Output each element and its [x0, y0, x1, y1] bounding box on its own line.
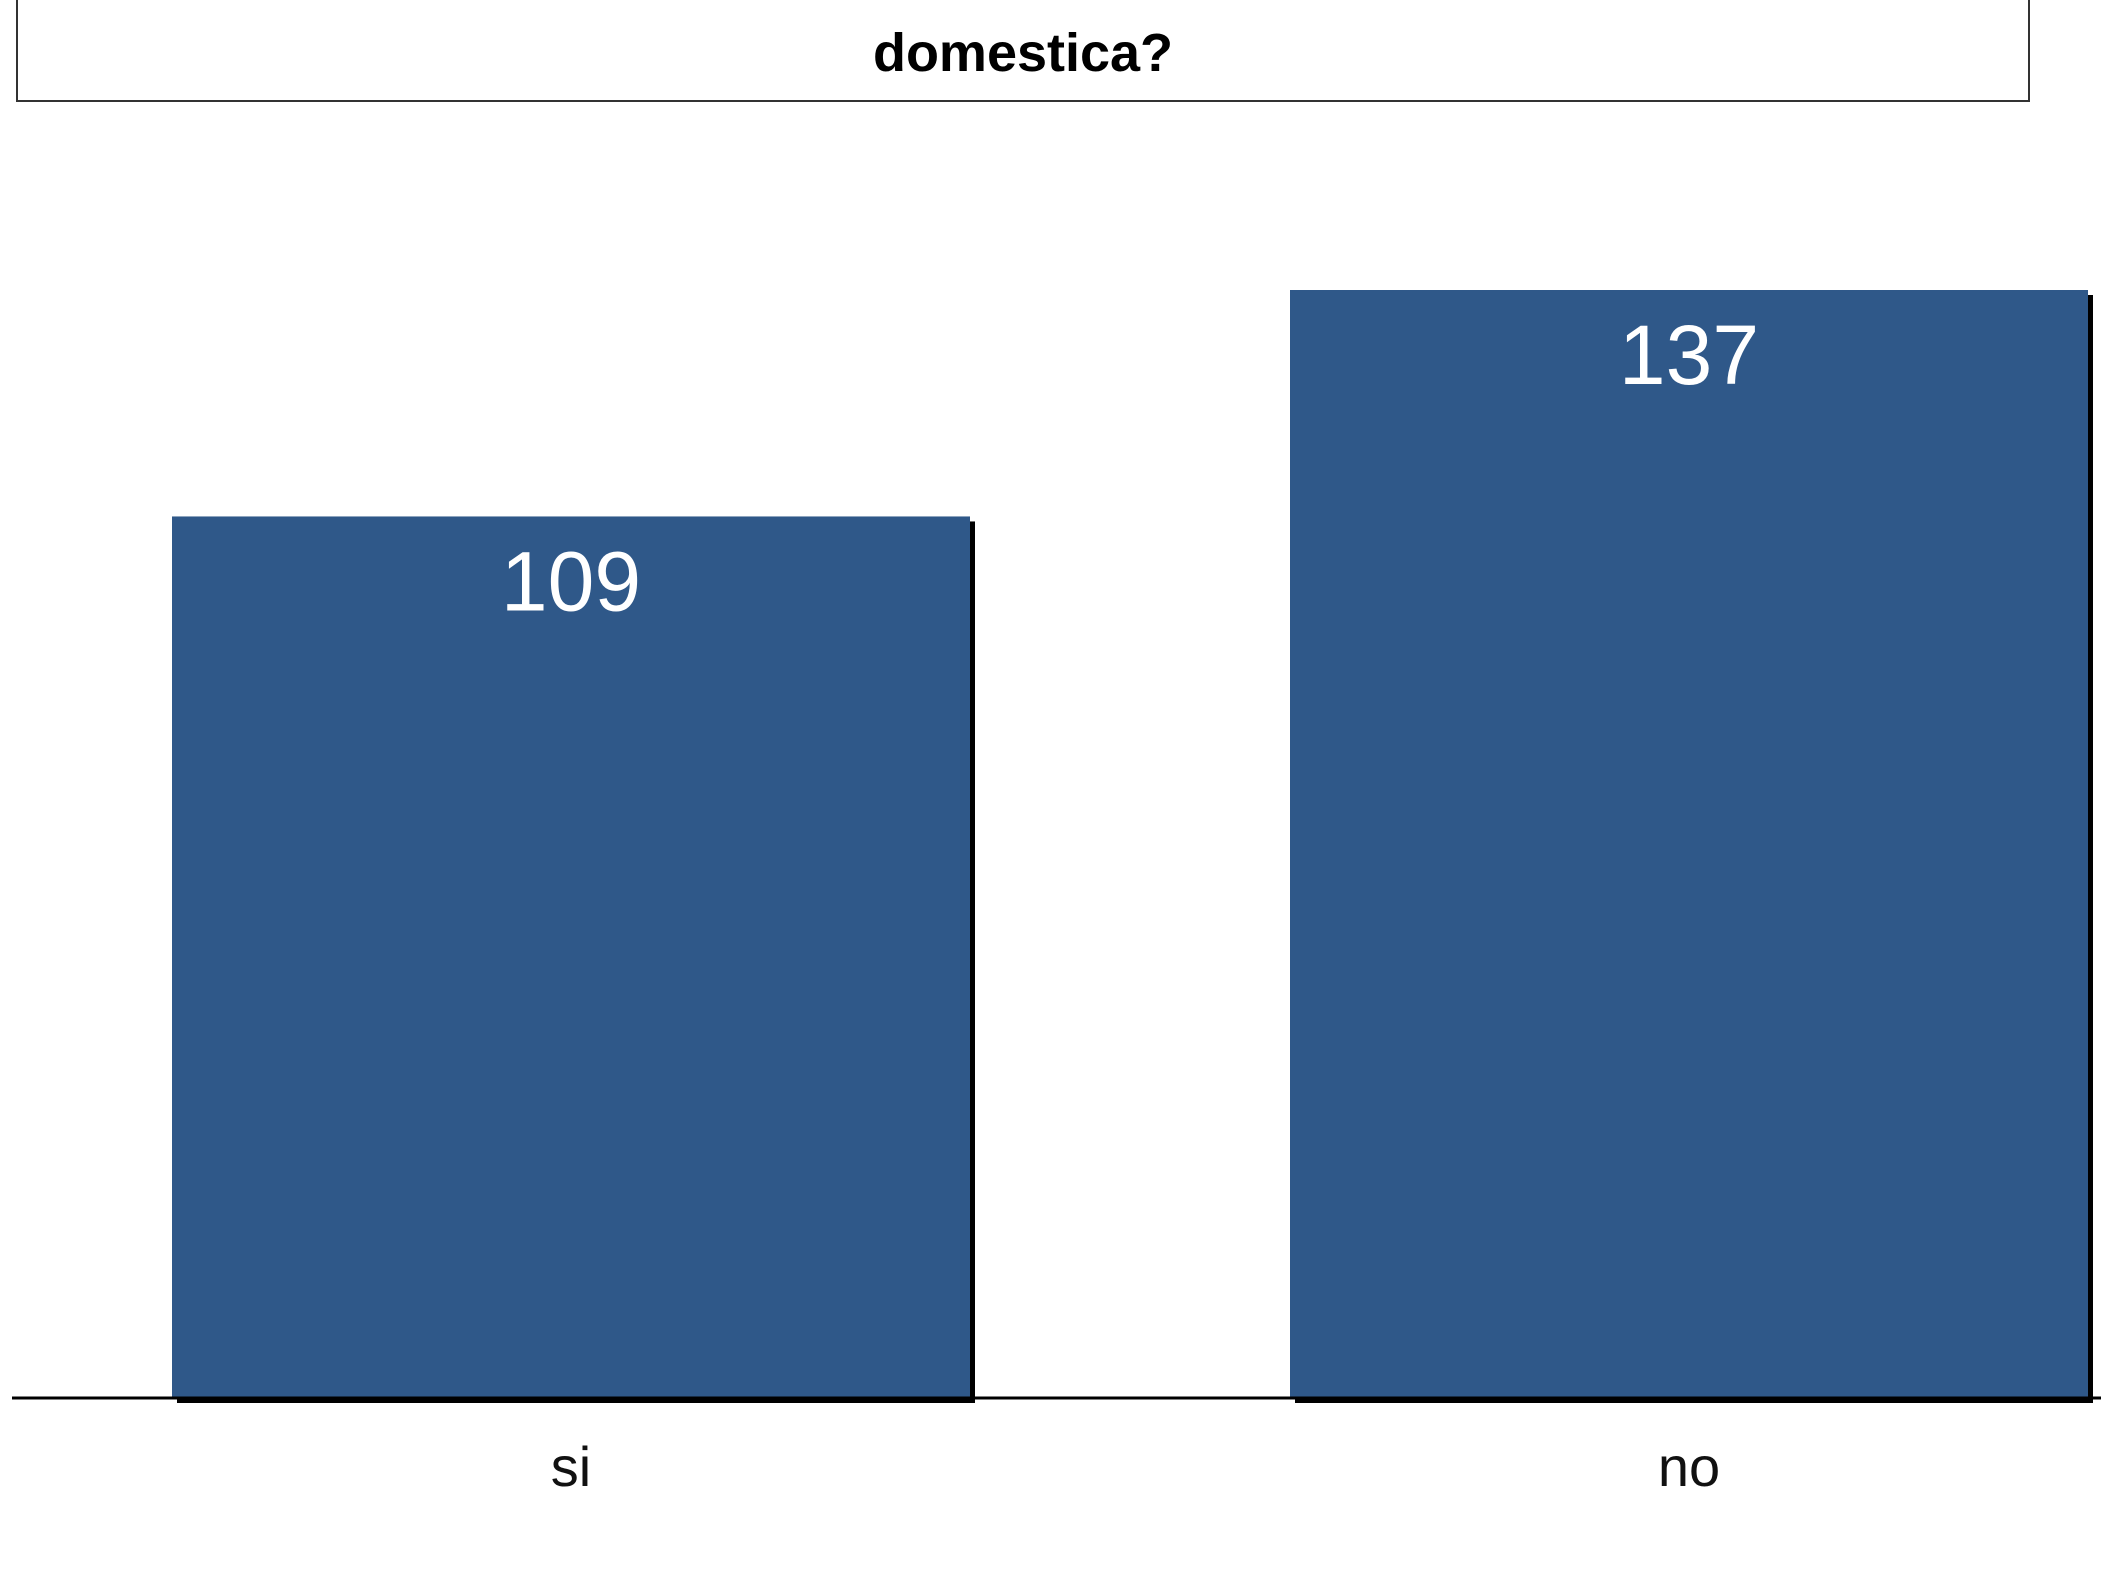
chart-title-box: domestica?: [16, 0, 2030, 102]
category-labels: si no: [551, 1435, 1720, 1498]
bars: [172, 290, 2088, 1398]
bar-no: [1290, 290, 2088, 1398]
value-labels: 109 137: [501, 308, 1759, 628]
value-label-no: 137: [1619, 308, 1759, 402]
category-label-si: si: [551, 1435, 591, 1498]
bar-si: [172, 516, 970, 1398]
chart-title: domestica?: [872, 23, 1174, 83]
category-label-no: no: [1658, 1435, 1720, 1498]
value-label-si: 109: [501, 534, 641, 628]
